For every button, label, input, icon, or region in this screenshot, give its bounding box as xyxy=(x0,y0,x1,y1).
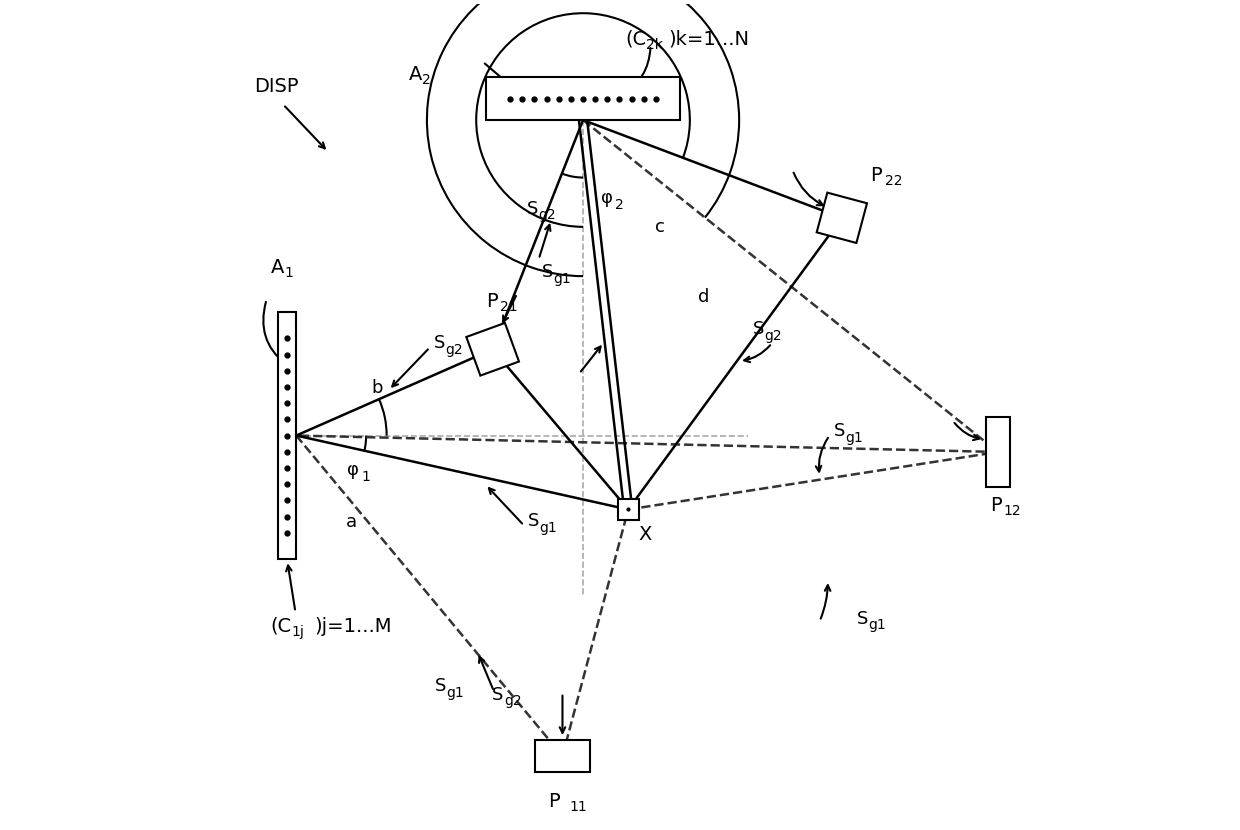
Polygon shape xyxy=(817,193,867,243)
Text: 2: 2 xyxy=(615,198,624,212)
Text: g1: g1 xyxy=(539,521,558,535)
Text: 2k: 2k xyxy=(646,38,663,52)
Text: g2: g2 xyxy=(445,343,463,357)
Text: d: d xyxy=(698,288,709,305)
Text: φ: φ xyxy=(601,189,613,207)
Bar xyxy=(534,740,590,772)
Text: g1: g1 xyxy=(846,431,863,445)
Text: )k=1...N: )k=1...N xyxy=(668,30,749,49)
Bar xyxy=(486,77,680,120)
Text: g2: g2 xyxy=(538,208,557,222)
Text: 21: 21 xyxy=(500,300,517,315)
Polygon shape xyxy=(466,323,520,376)
Text: S: S xyxy=(435,677,446,696)
Bar xyxy=(986,417,1011,487)
Text: 1: 1 xyxy=(285,266,294,280)
Text: P: P xyxy=(870,165,882,184)
Text: g1: g1 xyxy=(868,618,885,632)
Text: g2: g2 xyxy=(503,695,522,708)
Text: (C: (C xyxy=(625,30,646,49)
Text: (C: (C xyxy=(270,617,291,636)
Text: P: P xyxy=(990,496,1002,515)
Text: 12: 12 xyxy=(1003,504,1022,518)
Bar xyxy=(278,312,296,559)
Text: S: S xyxy=(833,422,844,441)
Text: c: c xyxy=(655,217,665,236)
Text: 1j: 1j xyxy=(291,625,304,639)
Text: 2: 2 xyxy=(423,73,432,87)
Text: b: b xyxy=(372,378,383,397)
Text: a: a xyxy=(346,513,357,531)
Text: g2: g2 xyxy=(765,329,782,343)
Text: S: S xyxy=(492,686,503,704)
Text: DISP: DISP xyxy=(254,77,299,95)
Text: S: S xyxy=(527,200,538,217)
Text: A: A xyxy=(408,65,422,84)
Text: S: S xyxy=(542,263,553,281)
Text: X: X xyxy=(639,525,651,544)
Text: A: A xyxy=(270,257,284,276)
Text: g1: g1 xyxy=(446,686,464,700)
Bar xyxy=(618,499,639,520)
Text: S: S xyxy=(753,320,765,338)
Text: S: S xyxy=(528,512,539,530)
Text: )j=1...M: )j=1...M xyxy=(314,617,392,636)
Text: P: P xyxy=(486,292,497,311)
Text: S: S xyxy=(434,334,445,352)
Text: φ: φ xyxy=(347,461,360,479)
Text: 1: 1 xyxy=(361,470,370,484)
Text: P: P xyxy=(548,792,560,811)
Text: g1: g1 xyxy=(553,271,572,286)
Text: 22: 22 xyxy=(884,173,901,188)
Text: S: S xyxy=(857,610,868,627)
Text: 11: 11 xyxy=(569,800,587,814)
